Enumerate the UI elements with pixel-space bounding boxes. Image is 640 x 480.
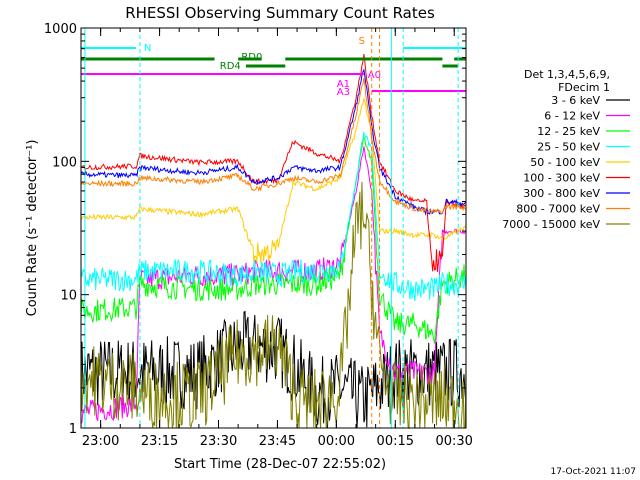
series-line-4 (80, 96, 467, 263)
legend-label-1: 6 - 12 keV (544, 110, 600, 123)
series-line-3 (80, 130, 467, 301)
x-tick-label-5: 00:15 (377, 434, 414, 449)
legend-label-0: 3 - 6 keV (551, 94, 600, 107)
legend-label-7: 800 - 7000 keV (516, 203, 600, 216)
y-axis-label: Count Rate (s⁻¹ detector⁻¹) (25, 140, 40, 317)
x-tick-label-3: 23:45 (259, 434, 296, 449)
legend-label-2: 12 - 25 keV (537, 125, 600, 138)
x-tick-label-4: 00:00 (318, 434, 355, 449)
x-tick-label-6: 00:30 (435, 434, 472, 449)
flag-rd0-label: RD0 (241, 52, 262, 63)
flag-a3-label: A3 (337, 87, 350, 98)
x-tick-label-1: 23:15 (141, 434, 178, 449)
legend-label-3: 25 - 50 keV (537, 141, 600, 154)
timestamp: 17-Oct-2021 11:07 (551, 467, 636, 477)
x-tick-label-2: 23:30 (200, 434, 237, 449)
series-line-6 (80, 68, 467, 216)
axis-layer: 1 10 100 1000 23:00 23:15 23:30 23:45 00:00 00:15… (44, 22, 473, 449)
legend-label-4: 50 - 100 keV (530, 156, 600, 169)
series-layer (80, 54, 467, 430)
flag-n-label: N (144, 43, 151, 54)
x-axis-label: Start Time (28-Dec-07 22:55:02) (174, 457, 386, 472)
y-tick-label-1: 1 (69, 422, 77, 437)
series-line-8 (80, 181, 467, 430)
y-tick-label-10: 10 (60, 289, 77, 304)
flag-a0-label: A0 (368, 70, 381, 81)
x-tick-label-0: 23:00 (82, 434, 119, 449)
plot-frame (80, 27, 467, 429)
legend: Det 1,3,4,5,6,9,FDecim 13 - 6 keV 6 - 12 … (502, 68, 630, 231)
flag-rd4-label: RD4 (220, 61, 241, 72)
y-tick-label-100: 100 (52, 155, 77, 170)
series-line-5 (80, 54, 467, 272)
legend-label-8: 7000 - 15000 keV (502, 218, 600, 231)
legend-header-0: Det 1,3,4,5,6,9, (524, 68, 610, 81)
series-line-2 (80, 135, 467, 344)
y-tick-label-1000: 1000 (44, 22, 77, 37)
legend-label-5: 100 - 300 keV (523, 172, 600, 185)
series-line-7 (80, 78, 467, 216)
flag-a1-label: A1 (337, 79, 350, 90)
legend-header-1: FDecim 1 (558, 81, 610, 94)
legend-label-6: 300 - 800 keV (523, 187, 600, 200)
flag-s-label: S (359, 36, 365, 47)
chart-title: RHESSI Observing Summary Count Rates (125, 4, 435, 22)
